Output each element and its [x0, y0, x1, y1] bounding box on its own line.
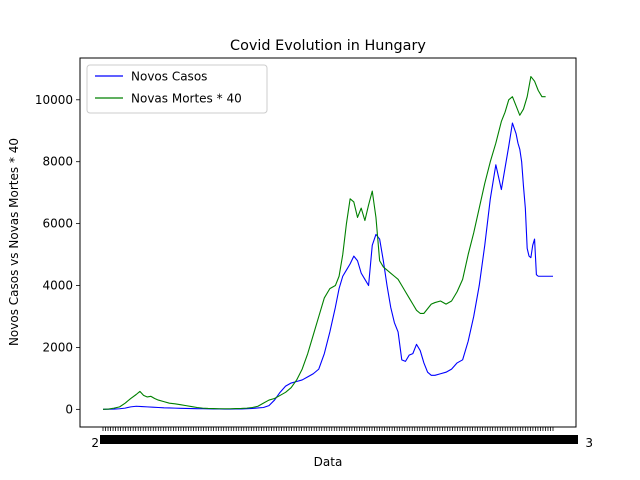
y-tick-label: 6000: [42, 217, 73, 231]
plot-frame: [79, 57, 577, 428]
y-tick-label: 4000: [42, 279, 73, 293]
legend: Novos Casos Novas Mortes * 40: [86, 64, 268, 114]
legend-label-novas-mortes: Novas Mortes * 40: [131, 92, 242, 106]
y-axis-label: Novos Casos vs Novas Mortes * 40: [7, 138, 21, 346]
y-axis: 0 2000 4000 6000 8000 10000: [35, 93, 80, 416]
y-tick-label: 8000: [42, 155, 73, 169]
x-axis-label: Data: [314, 455, 343, 469]
series-layer: [102, 76, 553, 410]
series-line-1: [102, 76, 546, 410]
chart-title: Covid Evolution in Hungary: [230, 38, 426, 54]
x-tick-label-right: 3: [585, 436, 593, 450]
legend-label-novos-casos: Novos Casos: [131, 70, 207, 84]
legend-box: [86, 64, 268, 114]
series-line-0: [102, 122, 553, 410]
y-tick-label: 2000: [42, 340, 73, 354]
x-tick-label-left: 2: [91, 436, 99, 450]
x-tick-label-band: [100, 435, 578, 444]
y-tick-label: 0: [65, 402, 73, 416]
y-tick-label: 10000: [35, 93, 73, 107]
